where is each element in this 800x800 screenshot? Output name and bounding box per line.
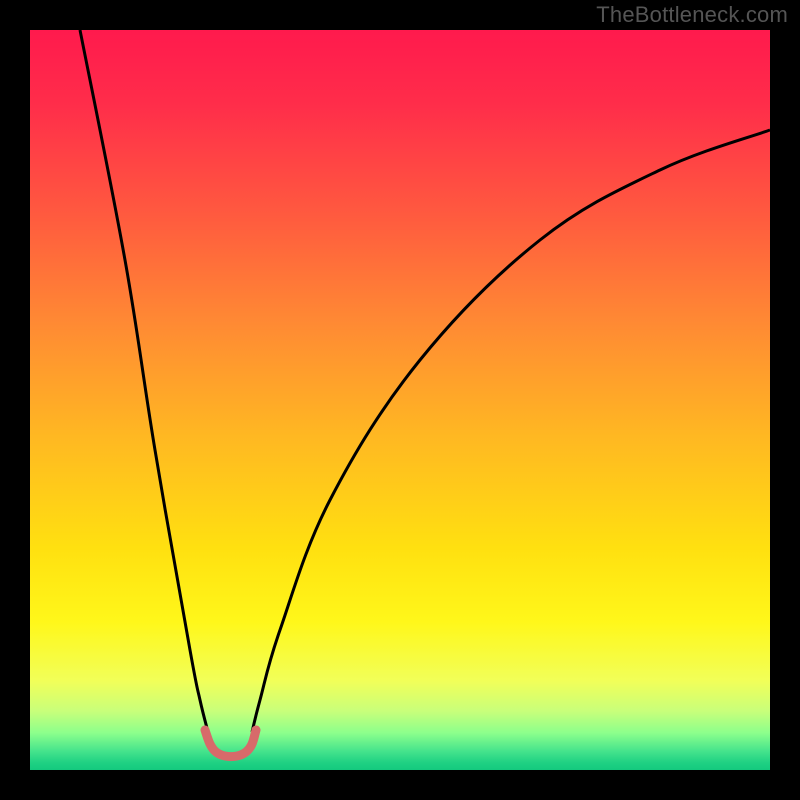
chart-canvas	[0, 0, 800, 800]
plot-background	[30, 30, 770, 770]
watermark-text: TheBottleneck.com	[596, 2, 788, 28]
